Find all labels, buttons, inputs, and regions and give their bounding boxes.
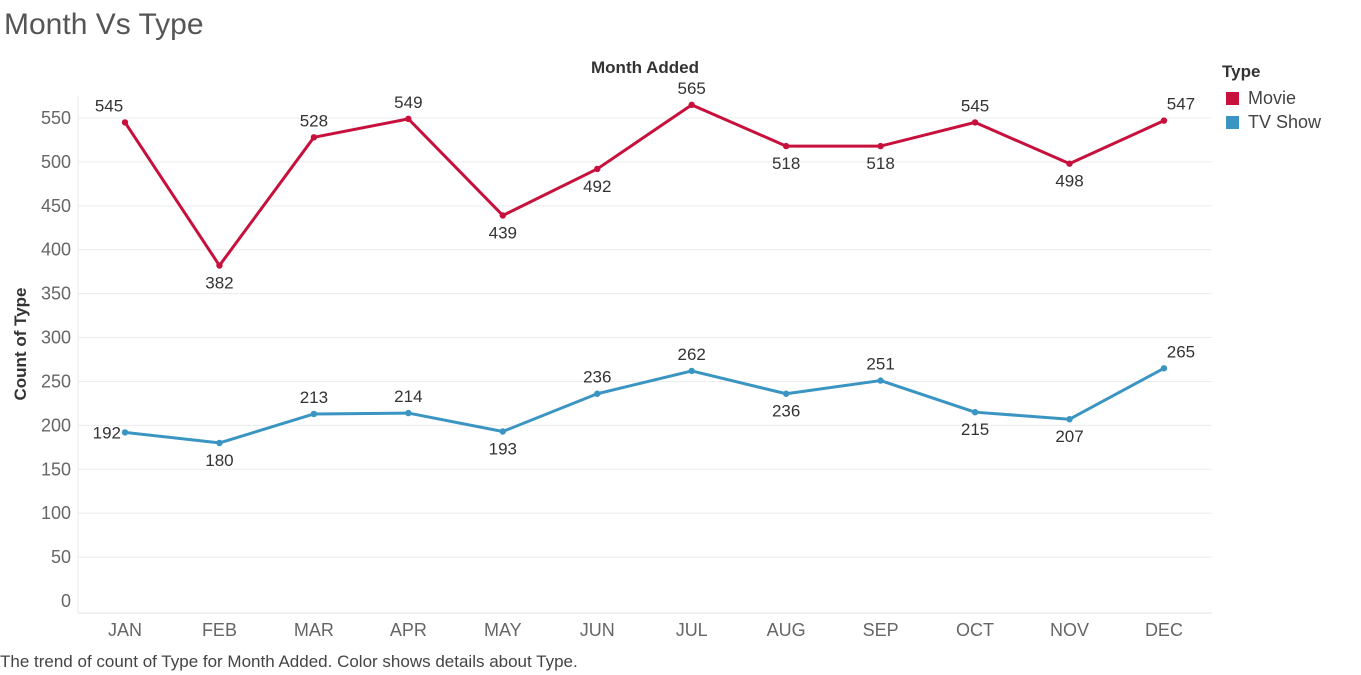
data-label-movie: 498 xyxy=(1055,172,1083,191)
data-point-movie xyxy=(594,165,601,173)
data-point-tv-show xyxy=(877,377,884,384)
x-tick-label: FEB xyxy=(202,620,237,640)
data-point-tv-show xyxy=(594,390,601,397)
page-title: Month Vs Type xyxy=(4,8,204,41)
data-label-movie: 545 xyxy=(961,96,989,115)
data-label-tv-show: 236 xyxy=(583,368,611,387)
x-tick-label: DEC xyxy=(1145,620,1183,640)
grid-lines xyxy=(77,96,1212,614)
data-point-movie xyxy=(216,262,223,269)
x-axis-ticks: JAN FEB MAR APR MAY JUN JUL AUG SEP OCT NOV DEC xyxy=(108,620,1183,640)
legend-label-tv-show: TV Show xyxy=(1248,111,1322,132)
y-tick-label: 500 xyxy=(41,152,71,172)
data-label-movie: 528 xyxy=(300,111,328,130)
series-movie: 545 382 528 549 439 492 565 518 518 545 498 547 xyxy=(95,79,1195,293)
chart-caption: The trend of count of Type for Month Add… xyxy=(0,652,578,671)
data-point-tv-show xyxy=(1066,416,1073,423)
data-label-tv-show: 262 xyxy=(678,345,706,364)
x-tick-label: JUL xyxy=(676,620,708,640)
data-label-tv-show: 193 xyxy=(489,440,517,459)
legend-title: Type xyxy=(1222,62,1261,81)
x-tick-label: MAR xyxy=(294,620,334,640)
data-label-tv-show: 192 xyxy=(93,423,121,442)
data-label-movie: 518 xyxy=(772,154,800,173)
legend-label-movie: Movie xyxy=(1248,87,1297,108)
legend-swatch-tv-show xyxy=(1226,115,1239,129)
data-point-movie xyxy=(1066,160,1073,167)
data-label-movie: 492 xyxy=(583,177,611,196)
y-tick-label: 100 xyxy=(41,503,71,523)
data-label-tv-show: 180 xyxy=(205,451,233,470)
data-point-movie xyxy=(877,142,884,150)
data-label-tv-show: 236 xyxy=(772,402,800,421)
data-label-movie: 547 xyxy=(1167,95,1195,114)
x-tick-label: JAN xyxy=(108,620,142,640)
data-point-movie xyxy=(1160,117,1168,124)
series-tv-show: 192 180 213 214 193 236 262 236 251 215 207 265 xyxy=(93,342,1196,470)
data-point-tv-show xyxy=(405,409,412,417)
data-point-movie xyxy=(405,115,412,123)
data-point-tv-show xyxy=(782,390,790,397)
x-tick-label: AUG xyxy=(767,620,806,640)
y-tick-label: 50 xyxy=(51,547,71,567)
legend-item-movie[interactable]: Movie xyxy=(1222,86,1321,110)
y-tick-label: 200 xyxy=(41,415,71,435)
x-tick-label: OCT xyxy=(956,620,994,640)
data-point-tv-show xyxy=(216,439,223,447)
legend-item-tv-show[interactable]: TV Show xyxy=(1222,110,1321,134)
data-label-movie: 518 xyxy=(866,154,894,173)
x-tick-label: APR xyxy=(390,620,427,640)
x-tick-label: JUN xyxy=(580,620,615,640)
data-label-movie: 549 xyxy=(394,93,422,112)
y-tick-label: 550 xyxy=(41,108,71,128)
y-tick-label: 150 xyxy=(41,459,71,479)
legend: Type Movie TV Show xyxy=(1222,62,1321,134)
data-label-movie: 565 xyxy=(678,79,706,98)
data-point-movie xyxy=(971,119,979,126)
y-tick-label: 0 xyxy=(61,591,71,611)
y-tick-label: 250 xyxy=(41,371,71,391)
y-tick-label: 450 xyxy=(41,196,71,216)
x-tick-label: NOV xyxy=(1050,620,1089,640)
data-label-movie: 439 xyxy=(489,223,517,242)
x-tick-label: MAY xyxy=(484,620,522,640)
y-tick-label: 300 xyxy=(41,328,71,348)
data-point-tv-show xyxy=(310,410,318,418)
data-label-tv-show: 213 xyxy=(300,388,328,407)
y-axis-title: Count of Type xyxy=(11,288,30,401)
data-label-tv-show: 207 xyxy=(1055,427,1083,446)
x-axis-title: Month Added xyxy=(591,58,699,77)
legend-swatch-movie xyxy=(1226,91,1239,105)
series-line-tv-show xyxy=(124,366,1165,445)
data-label-tv-show: 215 xyxy=(961,420,989,439)
data-point-movie xyxy=(782,142,790,150)
data-point-movie xyxy=(688,101,695,109)
x-tick-label: SEP xyxy=(863,620,899,640)
data-point-tv-show xyxy=(688,367,695,375)
data-label-tv-show: 265 xyxy=(1167,342,1195,361)
data-point-tv-show xyxy=(1160,365,1168,372)
data-label-tv-show: 251 xyxy=(866,355,894,374)
data-point-tv-show xyxy=(971,408,979,416)
data-point-movie xyxy=(310,134,318,141)
series-line-movie xyxy=(123,103,1165,268)
y-axis-ticks: 0 50 100 150 200 250 300 350 400 450 500 550 xyxy=(41,108,71,611)
data-point-movie xyxy=(499,212,506,219)
data-label-movie: 382 xyxy=(205,274,233,293)
y-tick-label: 400 xyxy=(41,240,71,260)
data-point-tv-show xyxy=(121,429,129,436)
data-label-movie: 545 xyxy=(95,96,123,115)
y-tick-label: 350 xyxy=(41,284,71,304)
data-point-movie xyxy=(121,119,129,126)
data-point-tv-show xyxy=(499,428,506,435)
data-label-tv-show: 214 xyxy=(394,387,422,406)
